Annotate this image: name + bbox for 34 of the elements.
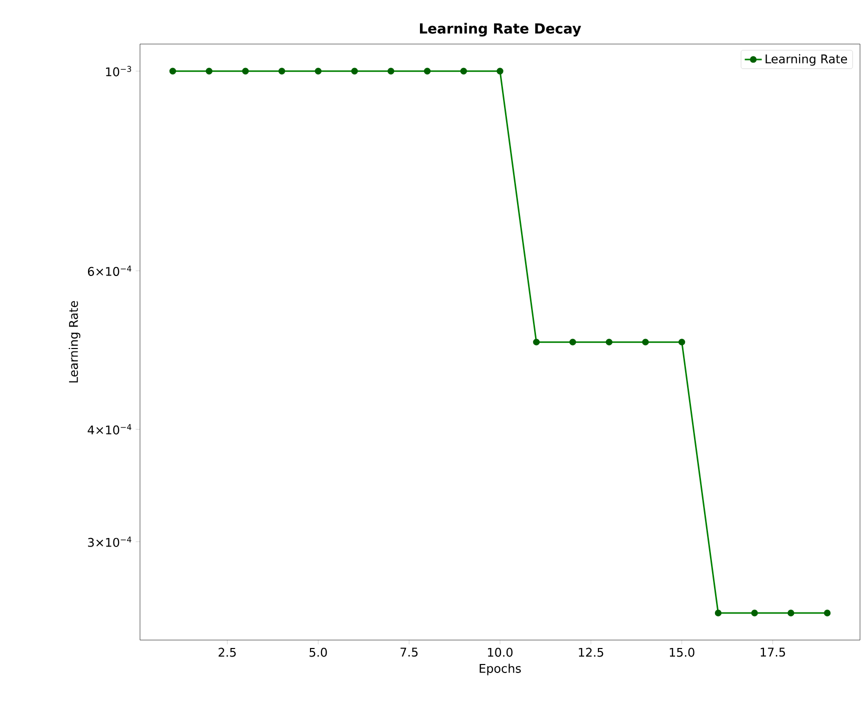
point <box>169 68 176 74</box>
point <box>206 68 212 74</box>
point <box>460 68 467 74</box>
x-axis-title: Epochs <box>480 664 521 676</box>
point <box>351 68 358 74</box>
point <box>388 68 394 74</box>
x-tick-label: 12.5 <box>578 648 604 657</box>
x-tick-label: 7.5 <box>400 648 418 657</box>
point <box>606 338 612 346</box>
point <box>242 68 249 74</box>
x-tick-label: 5.0 <box>310 648 327 657</box>
y-axis-title: Learning Rate <box>68 301 80 382</box>
point <box>824 610 831 616</box>
point <box>278 68 286 74</box>
point <box>569 338 576 346</box>
x-tick-label: 2.5 <box>218 648 236 657</box>
legend-label: Learning Rate <box>766 54 848 66</box>
x-tick-label: 15.0 <box>670 648 694 657</box>
point <box>424 68 431 74</box>
point <box>533 338 540 346</box>
chart-title: Learning Rate Decay <box>420 22 582 37</box>
point <box>678 338 686 346</box>
y-tick-label: 4×10$^{−4}$ <box>88 424 132 434</box>
x-tick-label: 17.5 <box>760 648 785 657</box>
y-tick-label: 10$^{−3}$ <box>106 66 132 76</box>
point <box>714 610 722 616</box>
x-tick-label: 10.0 <box>488 648 513 657</box>
point <box>496 68 504 74</box>
point <box>788 610 794 616</box>
point <box>314 68 322 74</box>
y-tick-label: 6×10$^{−4}$ <box>88 266 132 276</box>
point <box>751 610 758 616</box>
y-tick-label: 3×10$^{−4}$ <box>88 536 132 547</box>
point <box>642 338 649 346</box>
